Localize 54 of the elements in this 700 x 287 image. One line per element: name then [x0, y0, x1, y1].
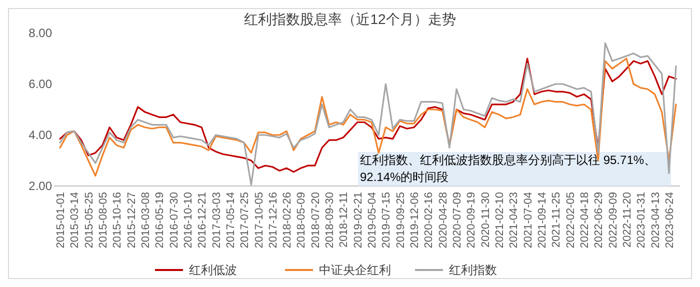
x-tick-label: 2021-11-25: [550, 192, 563, 248]
x-tick-label: 2015-01-01: [55, 192, 67, 248]
x-tick-label: 2017-10-05: [253, 192, 266, 248]
x-tick-label: 2017-03-03: [210, 192, 223, 248]
chart-title: 红利指数股息率（近12个月）走势: [244, 11, 456, 27]
x-tick-label: 2023-06-24: [664, 192, 676, 248]
y-tick-label: 6.00: [28, 77, 52, 92]
line-series: [59, 42, 677, 186]
y-tick-label: 2.00: [28, 179, 52, 194]
x-tick-label: 2020-04-28: [437, 192, 450, 248]
x-tick-label: 2021-07-04: [522, 192, 534, 248]
legend-label: 中证央企红利: [319, 263, 391, 278]
x-tick-label: 2018-09-30: [324, 192, 336, 248]
x-tick-label: 2016-03-08: [140, 192, 152, 248]
x-tick-label: 2023-04-13: [650, 192, 662, 248]
x-tick-label: 2022-11-20: [621, 192, 634, 248]
y-tick-label: 4.00: [28, 128, 52, 142]
x-tick-label: 2020-07-09: [452, 192, 464, 248]
x-tick-label: 2019-02-21: [352, 192, 364, 248]
x-tick-label: 2016-07-30: [168, 192, 180, 248]
x-tick-label: 2015-12-27: [126, 192, 138, 248]
x-tick-label: 2018-02-26: [282, 192, 294, 248]
x-tick-label: 2022-06-29: [593, 192, 606, 248]
legend-label: 红利低波: [189, 263, 237, 278]
x-tick-label: 2019-05-04: [366, 192, 379, 248]
x-tick-label: 2022-09-09: [607, 192, 620, 248]
y-tick-label: 8.00: [28, 26, 52, 40]
x-tick-label: 2020-02-16: [423, 192, 436, 248]
x-tick-label: 2021-02-10: [494, 192, 506, 248]
x-tick-label: 2017-12-16: [267, 192, 280, 248]
x-tick-label: 2017-05-14: [224, 192, 237, 248]
x-tick-label: 2018-12-11: [338, 192, 350, 248]
x-tick-label: 2018-05-09: [296, 192, 308, 248]
x-tick-label: 2017-07-25: [239, 192, 252, 248]
x-tick-label: 2020-11-30: [480, 192, 492, 248]
x-tick-label: 2016-10-10: [182, 192, 194, 248]
x-tick-label: 2019-09-25: [394, 192, 407, 248]
legend-label: 红利指数: [449, 263, 497, 278]
x-tick-label: 2021-09-14: [536, 192, 548, 248]
x-tick-label: 2023-01-31: [636, 192, 648, 248]
x-tick-label: 2022-04-18: [578, 192, 591, 248]
x-tick-label: 2019-12-06: [409, 192, 422, 248]
x-tick-label: 2021-04-23: [508, 192, 520, 248]
x-tick-label: 2022-02-05: [564, 192, 577, 248]
x-tick-label: 2015-03-14: [69, 192, 82, 248]
x-tick-label: 2020-09-19: [466, 192, 478, 248]
x-tick-label: 2015-08-05: [97, 192, 110, 248]
x-tick-label: 2016-05-19: [154, 192, 166, 248]
x-tick-label: 2019-07-15: [380, 192, 393, 248]
annotation: 红利指数、红利低波指数股息率分别高于以往 95.71%、92.14%的时间段: [358, 152, 671, 186]
x-tick-label: 2018-07-20: [310, 192, 322, 248]
x-tick-label: 2016-12-21: [196, 192, 209, 248]
x-tick-label: 2015-10-16: [112, 192, 124, 248]
x-tick-label: 2015-05-25: [83, 192, 96, 248]
